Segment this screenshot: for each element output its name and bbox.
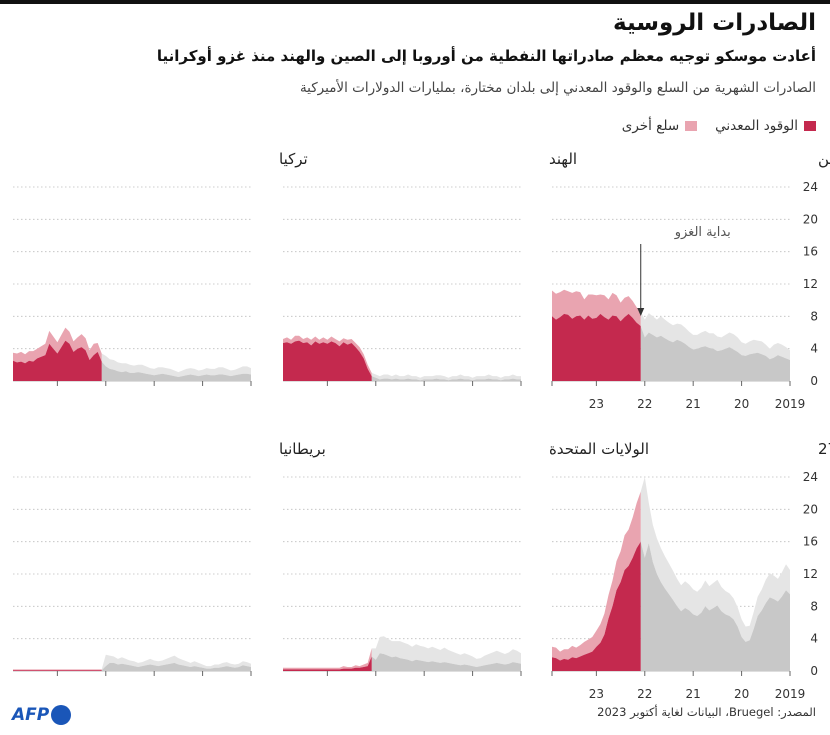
x-tick-label: 22	[637, 687, 652, 701]
series-other-before-invasion	[371, 372, 521, 381]
y-tick-label: 16	[803, 535, 818, 549]
series-fuel-since-invasion	[13, 340, 102, 381]
series-other-before-invasion	[640, 311, 790, 360]
y-tick-label: 0	[810, 664, 818, 678]
series-fuel-since-invasion	[283, 340, 372, 381]
x-tick-label: 2019	[775, 687, 806, 701]
y-tick-label: 12	[803, 277, 818, 291]
series-fuel-before-invasion	[371, 376, 521, 381]
series-other-before-invasion	[101, 353, 251, 377]
chart-description: الصادرات الشهرية من السلع والوقود المعدن…	[299, 80, 816, 96]
series-fuel-since-invasion	[552, 541, 641, 671]
x-tick-label: 20	[734, 397, 749, 411]
y-tick-label: 20	[803, 212, 818, 226]
panel-title: بريطانيا	[279, 440, 326, 458]
panel-title: تركيا	[279, 150, 308, 168]
y-tick-label: 24	[803, 470, 818, 484]
series-other-since-invasion	[13, 327, 102, 364]
series-fuel-since-invasion	[283, 656, 372, 671]
y-tick-label: 4	[810, 632, 818, 646]
panel-title: الولايات المتحدة	[549, 440, 649, 458]
chart-subtitle: أعادت موسكو توجيه معظم صادراتها النفطية …	[156, 47, 816, 65]
series-other-since-invasion	[283, 335, 372, 377]
panel-title: الاتحاد الأوروبي 27	[818, 439, 830, 459]
panel-title: الصين	[818, 150, 830, 168]
series-other-since-invasion	[283, 648, 372, 670]
source-note: المصدر: Bruegel، البيانات لغاية أكتوبر 2…	[597, 705, 816, 720]
x-tick-label: 23	[589, 687, 604, 701]
legend-item-fuel: الوقود المعدني	[715, 118, 816, 134]
legend-label-other: سلع أخرى	[621, 118, 680, 134]
y-tick-label: 4	[810, 342, 818, 356]
top-rule	[0, 0, 830, 4]
y-tick-label: 8	[810, 309, 818, 323]
panel-2: تركيا	[13, 150, 308, 386]
series-fuel-before-invasion	[371, 653, 521, 671]
afp-logo: AFP	[12, 705, 72, 725]
series-other-before-invasion	[371, 636, 521, 667]
x-tick-label: 21	[686, 397, 701, 411]
series-other-since-invasion	[552, 289, 641, 326]
y-tick-label: 20	[803, 502, 818, 516]
y-tick-label: 12	[803, 567, 818, 581]
series-fuel-before-invasion	[640, 541, 790, 671]
series-fuel-since-invasion	[552, 313, 641, 381]
series-fuel-since-invasion	[13, 670, 102, 671]
chart-title: الصادرات الروسية	[613, 10, 816, 36]
source-line: المصدر: Bruegel، البيانات لغاية أكتوبر 2…	[597, 705, 816, 719]
legend: الوقود المعدني سلع أخرى	[622, 118, 816, 134]
y-tick-label: 0	[810, 374, 818, 388]
legend-swatch-fuel	[804, 121, 816, 131]
panel-4: الولايات المتحدة	[283, 440, 649, 676]
afp-logo-text: AFP	[12, 705, 50, 725]
legend-item-other: سلع أخرى	[621, 118, 698, 134]
series-fuel-before-invasion	[101, 662, 251, 671]
x-tick-label: 22	[637, 397, 652, 411]
invasion-arrow-head	[637, 308, 645, 316]
panel-title: الهند	[549, 150, 577, 168]
panel-5: بريطانيا	[13, 440, 326, 676]
x-tick-label: 20	[734, 687, 749, 701]
series-other-since-invasion	[13, 669, 102, 671]
series-other-before-invasion	[640, 477, 790, 642]
panel-3: 0 4 8 12 16 20 24 2019 20 21 22 23 الاتحاد الأوروبي …	[551, 439, 830, 701]
y-tick-label: 8	[810, 599, 818, 613]
series-fuel-before-invasion	[101, 361, 251, 381]
invasion-annotation: بداية الغزو	[674, 225, 731, 240]
y-tick-label: 16	[803, 245, 818, 259]
panel-0: 0 4 8 12 16 20 24 2019 20 21 22 23 الصين بداية الغزو	[551, 150, 830, 411]
x-tick-label: 2019	[775, 397, 806, 411]
x-tick-label: 21	[686, 687, 701, 701]
legend-label-fuel: الوقود المعدني	[715, 118, 798, 134]
series-fuel-before-invasion	[640, 326, 790, 381]
series-other-before-invasion	[101, 654, 251, 671]
x-tick-label: 23	[589, 397, 604, 411]
afp-logo-dot	[51, 705, 72, 725]
y-tick-label: 24	[803, 180, 818, 194]
panel-1: الهند	[283, 150, 577, 386]
legend-swatch-other	[685, 121, 698, 131]
